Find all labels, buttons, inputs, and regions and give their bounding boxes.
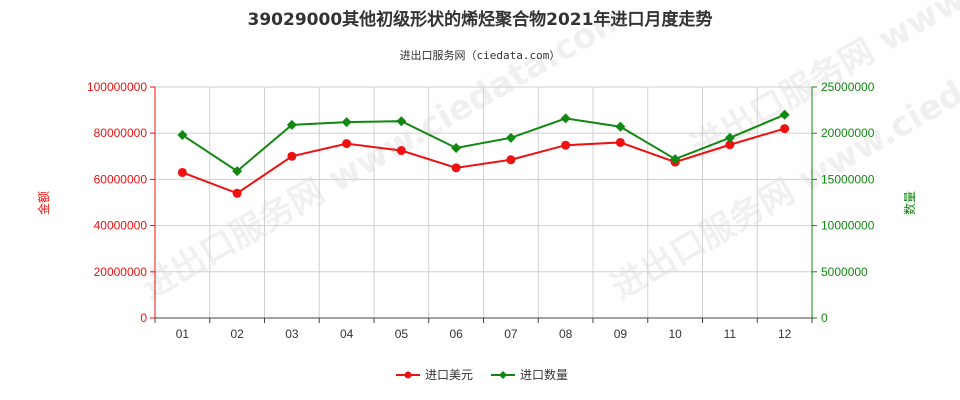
right-tick-label: 15000000	[821, 172, 875, 186]
left-tick-label: 100000000	[87, 80, 147, 94]
data-point	[670, 154, 681, 165]
data-point	[232, 188, 242, 198]
left-tick-label: 0	[140, 311, 147, 325]
data-point	[451, 142, 462, 153]
x-axis-ticks: 01 02 03 04 05 06 07 08 09 10 11 12	[154, 318, 813, 341]
data-point	[615, 137, 625, 147]
right-axis-label: 数量	[902, 191, 917, 215]
left-tick-label: 60000000	[94, 172, 148, 186]
x-tick-label: 08	[559, 327, 573, 341]
data-point	[506, 155, 516, 165]
data-point	[615, 121, 626, 132]
x-tick-label: 09	[614, 327, 628, 341]
left-tick-label: 20000000	[94, 265, 148, 279]
right-tick-label: 25000000	[821, 80, 875, 94]
x-tick-label: 02	[230, 327, 244, 341]
data-point	[779, 109, 790, 120]
data-point	[396, 116, 407, 127]
legend: 进口美元 进口数量	[396, 367, 568, 382]
left-tick-label: 40000000	[94, 219, 148, 233]
data-point	[342, 139, 352, 149]
x-tick-label: 12	[778, 327, 792, 341]
data-point	[177, 167, 187, 177]
x-tick-label: 10	[668, 327, 682, 341]
x-tick-label: 06	[449, 327, 463, 341]
data-point	[724, 132, 735, 143]
series-layer	[177, 109, 790, 198]
series-line	[181, 113, 786, 173]
data-point	[725, 140, 735, 150]
right-tick-label: 20000000	[821, 126, 875, 140]
legend-swatch-marker	[404, 371, 412, 379]
data-point	[232, 166, 243, 177]
data-point	[780, 124, 790, 134]
legend-label: 进口美元	[425, 368, 473, 382]
data-point	[177, 130, 188, 141]
x-tick-label: 11	[724, 327, 737, 341]
legend-label: 进口数量	[520, 367, 568, 382]
data-point	[286, 119, 297, 130]
series-line	[182, 127, 785, 195]
left-axis-label: 金额	[36, 191, 51, 215]
data-point	[451, 163, 461, 173]
x-tick-label: 03	[285, 327, 299, 341]
left-axis-ticks: 0 20000000 40000000 60000000 80000000 1000000…	[87, 80, 155, 325]
data-point	[505, 132, 516, 143]
data-point	[396, 146, 406, 156]
chart-subtitle: 进出口服务网（ciedata.com）	[400, 48, 561, 62]
right-tick-label: 10000000	[821, 219, 875, 233]
chart-title: 39029000其他初级形状的烯烃聚合物2021年进口月度走势	[248, 9, 713, 30]
right-axis-ticks: 0 5000000 10000000 15000000 20000000 25000000	[812, 80, 875, 325]
data-point	[560, 113, 571, 124]
data-point	[287, 151, 297, 161]
x-tick-label: 01	[176, 327, 190, 341]
data-point	[341, 117, 352, 128]
x-tick-label: 04	[340, 327, 354, 341]
right-tick-label: 0	[821, 311, 828, 325]
grid	[155, 86, 813, 318]
left-tick-label: 80000000	[94, 126, 148, 140]
x-tick-label: 05	[395, 327, 409, 341]
x-tick-label: 07	[504, 327, 518, 341]
legend-swatch-marker	[499, 371, 507, 379]
data-point	[561, 140, 571, 150]
right-tick-label: 5000000	[821, 265, 868, 279]
